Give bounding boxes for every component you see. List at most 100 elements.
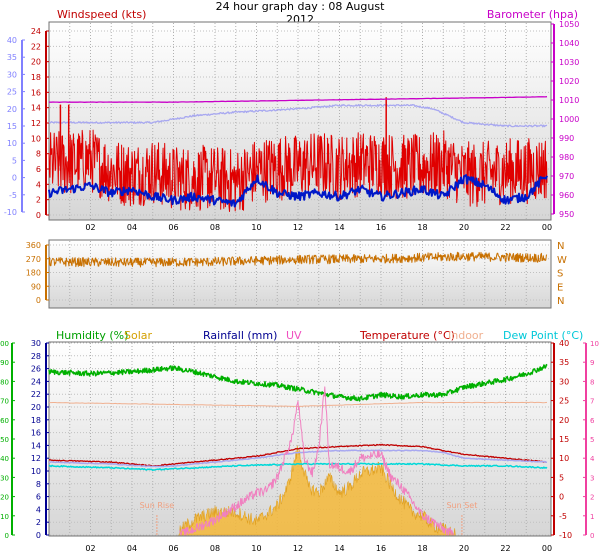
axis-uv-tick: 8 <box>590 378 594 386</box>
axis-temperature-tick: 25 <box>559 397 569 406</box>
axis-uv-tick: 1 <box>590 513 594 521</box>
axis-uv-tick: 10 <box>590 340 599 348</box>
axis-barometer-tick: 990 <box>559 134 574 143</box>
axis-rainfall-tick: 14 <box>31 441 41 450</box>
axis-temperature-tick: 0 <box>559 493 564 502</box>
x-tick-label-climate: 18 <box>417 544 427 553</box>
axis-barometer-tick: 1020 <box>559 77 579 86</box>
axis-rainfall-tick: 30 <box>31 339 41 348</box>
humidity-line <box>48 363 548 402</box>
x-tick-label-climate: 08 <box>210 544 220 553</box>
axis-rainfall-tick: 26 <box>31 365 41 374</box>
barometer-axis-label: Barometer (hpa) <box>486 8 578 21</box>
axis-temperature-tick: -10 <box>559 531 572 540</box>
dew-point-line <box>48 462 548 472</box>
axis-windspeed-tick: 14 <box>31 104 41 113</box>
sun-rise-label: Sun Rise <box>140 501 175 510</box>
x-tick-label-wind: 14 <box>334 223 344 232</box>
axis-humidity-tick: 20 <box>0 494 9 502</box>
axis-humidity-tick: 40 <box>0 455 9 463</box>
x-tick-label-climate: 00 <box>542 544 552 553</box>
solar-area <box>177 445 456 536</box>
x-tick-label-climate: 12 <box>293 544 303 553</box>
axis-humidity-tick: 0 <box>5 532 9 540</box>
x-tick-label-wind: 22 <box>500 223 510 232</box>
axis-humidity-tick: 10 <box>0 513 9 521</box>
axis-temperature-tick: 5 <box>559 473 564 482</box>
x-tick-label-wind: 10 <box>251 223 261 232</box>
x-tick-label-wind: 12 <box>293 223 303 232</box>
axis-temperature-tick: 40 <box>559 339 569 348</box>
axis-barometer-tick: 960 <box>559 191 574 200</box>
x-tick-label-wind: 02 <box>85 223 95 232</box>
axis-uv-tick: 5 <box>590 436 594 444</box>
compass-tick: E <box>557 282 563 293</box>
x-tick-label-wind: 18 <box>417 223 427 232</box>
compass-tick: N <box>557 296 564 307</box>
axis-rainfall-tick: 22 <box>31 390 41 399</box>
axis-temperature-tick: 20 <box>559 416 569 425</box>
axis-uv-tick: 9 <box>590 359 594 367</box>
x-tick-label-wind: 16 <box>376 223 386 232</box>
axis-rainfall-tick: 0 <box>36 531 41 540</box>
axis-uv-tick: 7 <box>590 398 594 406</box>
axis-windspeed-tick: 12 <box>31 119 41 128</box>
axis-barometer-tick: 980 <box>559 153 574 162</box>
axis-humidity-tick: 30 <box>0 474 9 482</box>
axis-barometer-tick: 1050 <box>559 20 579 29</box>
axis-rainfall-tick: 20 <box>31 403 41 412</box>
axis-uv-tick: 4 <box>590 455 595 463</box>
axis-barometer-tick: 1040 <box>559 39 579 48</box>
axis-rainfall-tick: 16 <box>31 429 41 438</box>
axis-direction-tick: 360 <box>26 241 41 250</box>
x-tick-label-wind: 08 <box>210 223 220 232</box>
axis-direction-tick: 270 <box>26 255 41 264</box>
x-tick-label-climate: 04 <box>127 544 137 553</box>
axis-windspeed-tick: 0 <box>36 211 41 220</box>
axis-rainfall-tick: 6 <box>36 493 41 502</box>
axis-humidity-tick: 70 <box>0 398 9 406</box>
compass-tick: S <box>557 269 563 280</box>
axis-temperature-tick: 35 <box>559 358 569 367</box>
x-tick-label-climate: 16 <box>376 544 386 553</box>
axis-direction-tick: 180 <box>26 269 41 278</box>
axis-humidity-tick: 80 <box>0 378 9 386</box>
wind-direction-line <box>48 251 548 268</box>
axis-wind-outer-tick: 20 <box>7 105 17 114</box>
axis-windspeed-tick: 24 <box>31 27 41 36</box>
axis-windspeed-tick: 16 <box>31 88 41 97</box>
axis-wind-outer-tick: 25 <box>7 88 17 97</box>
axis-rainfall-tick: 2 <box>36 518 41 527</box>
compass-tick: W <box>557 255 567 266</box>
x-tick-label-climate: 02 <box>85 544 95 553</box>
axis-wind-outer-tick: 15 <box>7 122 17 131</box>
axis-rainfall-tick: 8 <box>36 480 41 489</box>
axis-uv-tick: 6 <box>590 417 595 425</box>
compass-tick: N <box>557 241 564 252</box>
dew-point-label: Dew Point (°C) <box>503 329 584 342</box>
axis-temperature-tick: -5 <box>559 512 567 521</box>
axis-wind-outer-tick: 10 <box>7 139 17 148</box>
axis-windspeed-tick: 10 <box>31 134 41 143</box>
axis-windspeed-tick: 22 <box>31 42 41 51</box>
rainfall-label: Rainfall (mm) <box>203 329 278 342</box>
axis-windspeed-tick: 8 <box>36 150 41 159</box>
axis-rainfall-tick: 10 <box>31 467 41 476</box>
axis-windspeed-tick: 2 <box>36 196 41 205</box>
axis-wind-outer-tick: 0 <box>12 174 17 183</box>
axis-rainfall-tick: 12 <box>31 454 41 463</box>
temperature-light-line <box>49 449 548 468</box>
axis-humidity-tick: 60 <box>0 417 9 425</box>
wind-panel-temperature-line <box>48 103 548 128</box>
x-tick-label-climate: 22 <box>500 544 510 553</box>
axis-windspeed-tick: 4 <box>36 180 41 189</box>
windspeed-axis-label: Windspeed (kts) <box>57 8 147 21</box>
axis-barometer-tick: 950 <box>559 210 574 219</box>
axis-rainfall-tick: 28 <box>31 352 41 361</box>
axis-wind-outer-tick: 40 <box>7 36 17 45</box>
axis-temperature-tick: 15 <box>559 435 569 444</box>
direction-panel <box>48 239 552 309</box>
axis-temperature-tick: 30 <box>559 377 569 386</box>
